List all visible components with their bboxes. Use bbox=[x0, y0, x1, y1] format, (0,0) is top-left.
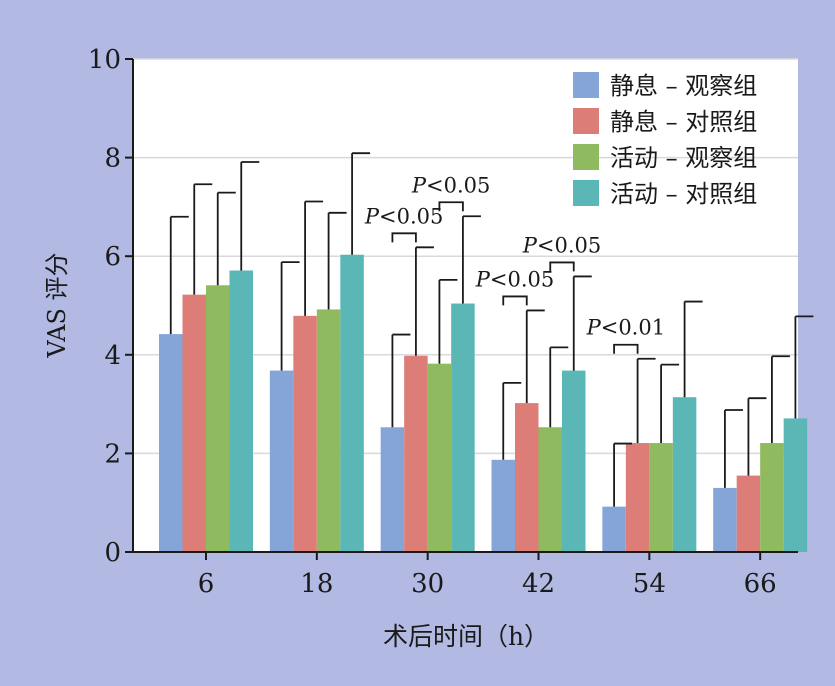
significance-bracket bbox=[391, 232, 417, 243]
x-tick-label: 42 bbox=[522, 569, 555, 599]
significance-bracket bbox=[613, 343, 639, 354]
bar bbox=[515, 403, 539, 552]
x-tick-label: 6 bbox=[198, 569, 215, 599]
x-tick-label: 66 bbox=[744, 569, 777, 599]
bar bbox=[736, 475, 761, 552]
bar bbox=[269, 370, 294, 552]
legend-swatch bbox=[573, 72, 599, 98]
x-tick-label: 18 bbox=[300, 569, 333, 599]
legend-label: 静息 – 观察组 bbox=[610, 72, 757, 100]
x-axis-label: 术后时间（h） bbox=[383, 622, 549, 651]
significance-bracket bbox=[438, 201, 464, 212]
bar bbox=[340, 254, 364, 552]
bar bbox=[229, 270, 253, 552]
y-tick-label: 8 bbox=[104, 144, 121, 174]
legend-swatch bbox=[573, 180, 599, 206]
bar bbox=[293, 315, 317, 552]
bar bbox=[562, 370, 586, 552]
bar bbox=[538, 427, 562, 552]
bar bbox=[206, 285, 230, 552]
x-tick-label: 54 bbox=[633, 569, 666, 599]
significance-annotations: P<0.05 P<0.05 P<0.05 P<0.05 P<0.01 bbox=[364, 173, 666, 354]
y-tick-label: 2 bbox=[104, 439, 121, 469]
bar bbox=[182, 294, 206, 552]
bar bbox=[427, 363, 452, 552]
y-tick-label: 0 bbox=[104, 538, 121, 568]
bar bbox=[760, 443, 784, 552]
bar bbox=[649, 443, 673, 552]
legend-label: 静息 – 对照组 bbox=[610, 108, 757, 136]
bar bbox=[672, 397, 697, 552]
bar bbox=[451, 303, 475, 552]
significance-label: P<0.05 bbox=[475, 267, 555, 291]
legend-swatch bbox=[573, 144, 599, 170]
legend-label: 活动 – 对照组 bbox=[610, 180, 757, 208]
y-tick-label: 6 bbox=[104, 242, 121, 272]
bar bbox=[602, 506, 626, 552]
bar bbox=[316, 309, 341, 552]
legend-swatch bbox=[573, 108, 599, 134]
bar bbox=[159, 334, 183, 552]
error-bars bbox=[169, 152, 814, 507]
bar bbox=[713, 487, 737, 552]
y-tick-label: 4 bbox=[104, 341, 121, 371]
x-tick-label: 30 bbox=[411, 569, 444, 599]
bar bbox=[491, 459, 515, 552]
significance-bracket bbox=[502, 295, 528, 306]
significance-label: P<0.05 bbox=[411, 173, 491, 197]
significance-bracket bbox=[549, 261, 575, 272]
bar bbox=[380, 427, 405, 552]
significance-label: P<0.05 bbox=[364, 204, 444, 228]
bar bbox=[404, 355, 428, 552]
y-tick-label: 10 bbox=[88, 45, 121, 75]
significance-label: P<0.01 bbox=[586, 316, 666, 340]
x-axis-ticks: 6 18 30 42 54 66 bbox=[198, 552, 777, 599]
bar bbox=[625, 443, 650, 552]
bar-group bbox=[159, 254, 808, 552]
y-axis-ticks: 0 2 4 6 8 10 bbox=[88, 45, 133, 568]
legend-label: 活动 – 观察组 bbox=[610, 144, 757, 172]
bar bbox=[783, 418, 808, 552]
significance-label: P<0.05 bbox=[522, 233, 602, 257]
y-axis-label: VAS 评分 bbox=[43, 252, 71, 358]
